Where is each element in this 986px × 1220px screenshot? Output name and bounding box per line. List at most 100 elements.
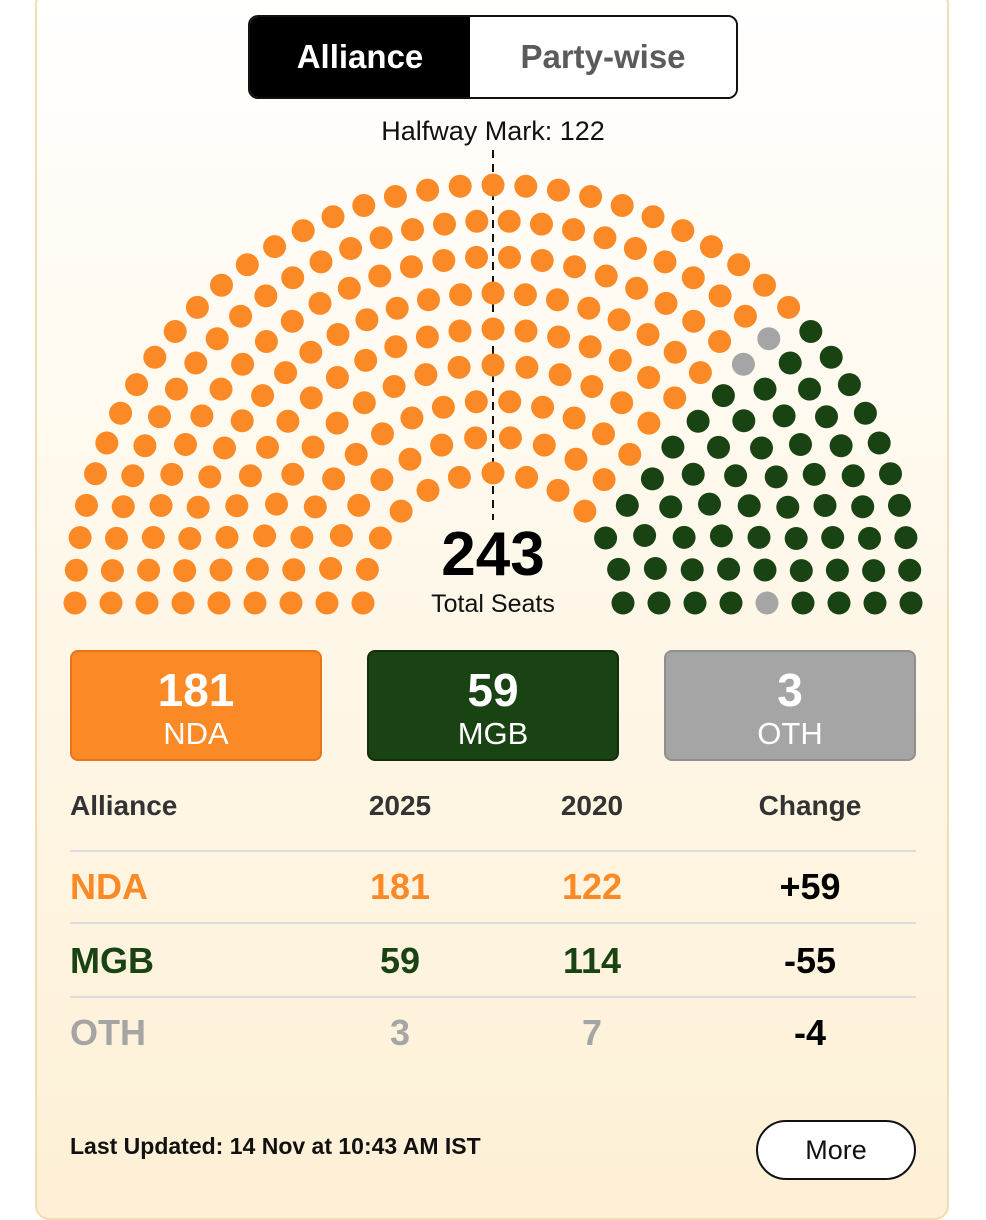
- seat-dot: [564, 447, 588, 471]
- seat-dot: [121, 464, 145, 488]
- seat-dot: [355, 557, 379, 581]
- seat-dot: [209, 558, 233, 582]
- seat-dot: [888, 493, 911, 517]
- seat-dot: [798, 377, 821, 401]
- seat-dot: [643, 557, 667, 580]
- oth-count: 3: [777, 664, 803, 716]
- seat-dot: [548, 363, 572, 387]
- seat-dot: [291, 219, 315, 243]
- seat-dot: [681, 462, 705, 486]
- seat-dot: [731, 352, 755, 376]
- nda-summary-box: 181 NDA: [70, 650, 322, 761]
- seat-dot: [717, 557, 741, 581]
- seat-dot: [750, 436, 773, 460]
- seat-dot: [337, 276, 361, 300]
- seat-dot: [243, 591, 267, 615]
- row-oth-alliance: OTH: [70, 1012, 146, 1053]
- seat-dot: [351, 591, 375, 615]
- last-updated-text: Last Updated: 14 Nov at 10:43 AM IST: [70, 1133, 481, 1159]
- seat-dot: [417, 288, 440, 312]
- seat-dot: [282, 558, 306, 582]
- seat-dot: [383, 185, 407, 208]
- seat-dot: [369, 226, 393, 250]
- tab-alliance[interactable]: Alliance: [250, 17, 470, 97]
- seat-dot: [133, 434, 157, 458]
- seat-dot: [640, 467, 664, 491]
- seat-dot: [784, 527, 808, 550]
- seat-dot: [608, 348, 632, 372]
- row-oth-change: -4: [793, 1012, 826, 1053]
- seat-dot: [637, 411, 661, 435]
- seat-dot: [251, 384, 275, 408]
- seat-dot: [732, 409, 756, 433]
- seat-dot: [802, 462, 826, 486]
- seat-dot: [319, 557, 343, 580]
- seat-dot: [309, 250, 333, 274]
- seat-dot: [753, 377, 777, 401]
- seat-dot: [95, 431, 119, 455]
- seat-dot: [481, 173, 505, 197]
- oth-summary-box: 3 OTH: [664, 650, 916, 761]
- seat-dot: [737, 494, 761, 518]
- seat-dot: [625, 276, 649, 300]
- seat-dot: [299, 386, 323, 410]
- seat-dot: [653, 250, 677, 274]
- seat-dot: [415, 325, 439, 349]
- nda-label: NDA: [163, 716, 229, 751]
- row-oth-2025: 3: [389, 1012, 411, 1053]
- tab-party-wise[interactable]: Party-wise: [470, 17, 736, 97]
- seat-dot: [698, 492, 721, 516]
- seat-dot: [464, 426, 488, 450]
- seat-dot: [111, 495, 135, 519]
- row-nda-alliance: NDA: [70, 866, 148, 907]
- seat-dot: [680, 558, 704, 582]
- seat-dot: [853, 401, 877, 425]
- seat-dot: [563, 255, 587, 279]
- seat-dot: [719, 591, 743, 615]
- seat-dot: [663, 340, 687, 364]
- more-button[interactable]: More: [756, 1120, 916, 1180]
- seat-dot: [63, 591, 87, 615]
- seat-dot: [579, 185, 603, 208]
- seat-dot: [821, 526, 845, 549]
- seat-dot: [290, 525, 314, 549]
- seat-dot: [863, 591, 887, 615]
- seat-dot: [633, 524, 657, 547]
- seat-dot: [683, 591, 707, 615]
- seat-dot: [173, 559, 197, 583]
- seat-dot: [615, 493, 639, 517]
- header-2025: 2025: [368, 790, 432, 821]
- seat-dot: [515, 465, 539, 489]
- seat-dot: [178, 527, 202, 550]
- seat-dot: [789, 559, 813, 583]
- seat-dot: [733, 304, 757, 328]
- seat-dot: [841, 464, 865, 488]
- seat-dot: [416, 478, 440, 502]
- seat-dot: [99, 591, 123, 615]
- seat-dot: [562, 406, 586, 430]
- seat-dot: [354, 348, 378, 372]
- seat-dot: [265, 492, 288, 516]
- seat-dot: [661, 435, 685, 459]
- seat-dot: [174, 433, 197, 456]
- seat-dot: [184, 351, 208, 375]
- seat-dot: [279, 591, 303, 615]
- seat-dot: [301, 435, 325, 459]
- seat-dot: [578, 335, 602, 359]
- row-oth-2020: 7: [581, 1012, 603, 1053]
- seat-dot: [143, 345, 167, 369]
- seat-dot: [623, 237, 647, 260]
- seat-dot: [416, 178, 440, 202]
- halfway-mark-label: Halfway Mark: 122: [381, 116, 605, 146]
- seat-dot: [245, 557, 269, 581]
- seat-dot: [326, 323, 350, 346]
- seat-dot: [515, 355, 539, 379]
- seat-dot: [682, 309, 706, 333]
- seat-dot: [401, 218, 424, 242]
- table-divider: [70, 922, 916, 924]
- row-nda-change: +59: [779, 866, 841, 907]
- seat-dot: [513, 283, 537, 307]
- seat-dot: [303, 495, 327, 519]
- seat-dot: [867, 431, 891, 455]
- seat-dot: [637, 366, 661, 389]
